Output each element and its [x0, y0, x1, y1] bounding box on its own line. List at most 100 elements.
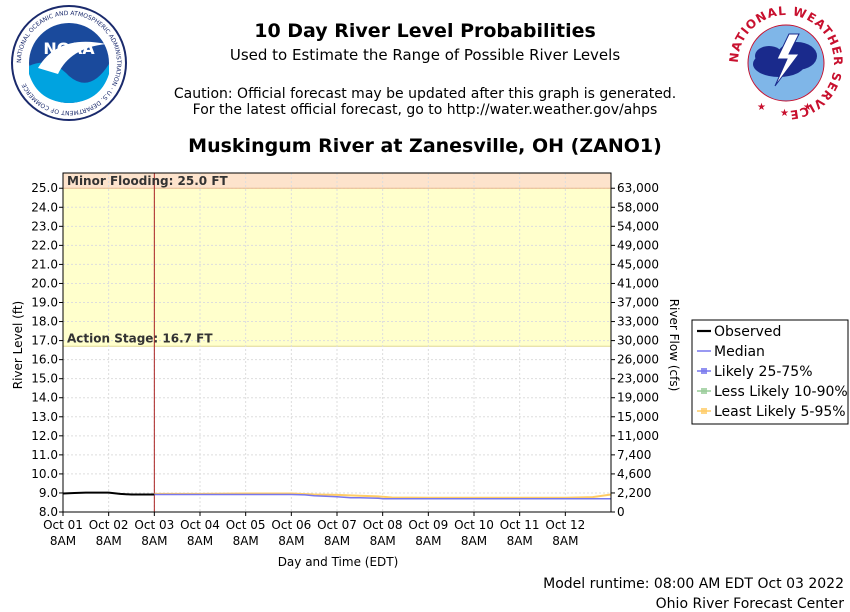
chart-subtitle: Used to Estimate the Range of Possible R… — [229, 46, 621, 64]
x-tick-day-label: Oct 01 — [43, 518, 83, 532]
legend-box — [691, 319, 849, 425]
star-icon: ★ — [757, 102, 766, 113]
y-tick-label: 10.0 — [31, 467, 58, 481]
y-tick-label: 24.0 — [31, 200, 58, 214]
threshold-labels: Minor Flooding: 25.0 FT Action Stage: 16.… — [67, 174, 229, 345]
y-tick-label: 9.0 — [39, 486, 58, 500]
y-tick-label: 19.0 — [31, 296, 58, 310]
y-tick-label: 13.0 — [31, 410, 58, 424]
x-tick-day-label: Oct 08 — [363, 518, 403, 532]
x-tick-time-label: 8AM — [96, 534, 122, 548]
x-tick-day-label: Oct 07 — [317, 518, 357, 532]
x-tick-time-label: 8AM — [507, 534, 533, 548]
grid-lines — [62, 173, 611, 513]
x-tick-time-label: 8AM — [187, 534, 213, 548]
minor-flood-label: Minor Flooding: 25.0 FT — [67, 174, 229, 188]
series-median-line — [154, 493, 611, 500]
x-tick-time-label: 8AM — [141, 534, 167, 548]
legend-label-median: Median — [714, 344, 765, 360]
legend-label-least-likely-5-95: Least Likely 5-95% — [714, 404, 846, 420]
x-tick-day-label: Oct 10 — [454, 518, 494, 532]
y2-tick-label: 54,000 — [617, 219, 659, 233]
y2-tick-label: 45,000 — [617, 257, 659, 271]
series-observed-line — [62, 491, 155, 496]
x-tick-time-label: 8AM — [324, 534, 350, 548]
y2-axis-ticks: 0 2,200 4,600 7,400 11,000 15,000 19,000 23,000… — [611, 181, 659, 519]
x-tick-time-label: 8AM — [461, 534, 487, 548]
y2-tick-label: 30,000 — [617, 334, 659, 348]
y2-axis-label: River Flow (cfs) — [667, 299, 681, 392]
legend: Observed Median Likely 25-75% Less Likely 1… — [691, 319, 849, 425]
x-tick-day-label: Oct 04 — [180, 518, 220, 532]
legend-label-likely-25-75: Likely 25-75% — [714, 364, 813, 380]
y-tick-label: 18.0 — [31, 315, 58, 329]
y2-tick-label: 15,000 — [617, 410, 659, 424]
caution-note: Caution: Official forecast may be update… — [0, 86, 850, 118]
forecast-center: Ohio River Forecast Center — [655, 596, 844, 612]
x-tick-day-label: Oct 09 — [408, 518, 448, 532]
y-tick-label: 11.0 — [31, 448, 58, 462]
y2-tick-label: 33,000 — [617, 315, 659, 329]
minor-flood-band — [63, 173, 611, 189]
star-icon: ★ — [780, 108, 789, 119]
y-tick-label: 23.0 — [31, 219, 58, 233]
y2-tick-label: 11,000 — [617, 429, 659, 443]
x-axis-ticks: Oct 01 8AM Oct 02 8AM Oct 03 8AM Oct 04 8AM Oct … — [43, 512, 585, 548]
y-tick-label: 17.0 — [31, 334, 58, 348]
noaa-logo-text: NOAA — [43, 39, 95, 58]
star-icon: ★ — [803, 102, 812, 113]
model-runtime: Model runtime: 08:00 AM EDT Oct 03 2022 — [543, 576, 844, 592]
legend-marker-less-likely-10-90 — [701, 388, 707, 394]
x-tick-day-label: Oct 03 — [134, 518, 174, 532]
noaa-logo: NOAA NATIONAL OCEANIC AND ATMOSPHERIC AD… — [11, 5, 127, 121]
x-tick-time-label: 8AM — [278, 534, 304, 548]
y2-tick-label: 41,000 — [617, 276, 659, 290]
legend-marker-least-likely-5-95 — [701, 408, 707, 414]
y-tick-label: 22.0 — [31, 238, 58, 252]
y2-tick-label: 4,600 — [617, 467, 651, 481]
x-tick-day-label: Oct 06 — [271, 518, 311, 532]
series-least-likely-5-95-line — [154, 492, 612, 499]
legend-label-less-likely-10-90: Less Likely 10-90% — [714, 384, 848, 400]
nws-logo: NATIONAL WEATHER SERVICE ★ ★ ★ — [727, 4, 844, 122]
y-tick-label: 16.0 — [31, 353, 58, 367]
y2-tick-label: 19,000 — [617, 391, 659, 405]
x-tick-time-label: 8AM — [50, 534, 76, 548]
y-tick-label: 12.0 — [31, 429, 58, 443]
y2-tick-label: 26,000 — [617, 353, 659, 367]
y2-tick-label: 49,000 — [617, 238, 659, 252]
y2-tick-label: 37,000 — [617, 296, 659, 310]
x-tick-day-label: Oct 05 — [226, 518, 266, 532]
x-axis-label: Day and Time (EDT) — [278, 555, 399, 569]
legend-marker-likely-25-75 — [701, 368, 707, 374]
y2-tick-label: 7,400 — [617, 448, 651, 462]
y2-tick-label: 23,000 — [617, 372, 659, 386]
x-tick-day-label: Oct 11 — [500, 518, 540, 532]
y2-tick-label: 2,200 — [617, 486, 651, 500]
y-tick-label: 14.0 — [31, 391, 58, 405]
x-tick-day-label: Oct 12 — [545, 518, 585, 532]
action-stage-label: Action Stage: 16.7 FT — [67, 331, 213, 345]
legend-label-observed: Observed — [714, 324, 781, 340]
x-tick-time-label: 8AM — [415, 534, 441, 548]
y-axis-ticks: 8.0 9.0 10.0 11.0 12.0 13.0 14.0 15.0 16.0 17.0 18… — [31, 181, 63, 519]
series-layer — [62, 491, 612, 500]
y-tick-label: 21.0 — [31, 257, 58, 271]
y-tick-label: 15.0 — [31, 372, 58, 386]
x-tick-time-label: 8AM — [233, 534, 259, 548]
y-axis-label: River Level (ft) — [11, 301, 25, 389]
x-tick-time-label: 8AM — [552, 534, 578, 548]
chart-title: 10 Day River Level Probabilities — [254, 20, 596, 42]
y2-tick-label: 63,000 — [617, 181, 659, 195]
y-tick-label: 20.0 — [31, 276, 58, 290]
y-tick-label: 8.0 — [39, 505, 58, 519]
y2-tick-label: 58,000 — [617, 200, 659, 214]
station-title: Muskingum River at Zanesville, OH (ZANO1… — [188, 135, 662, 157]
y2-tick-label: 0 — [617, 505, 625, 519]
x-tick-day-label: Oct 02 — [89, 518, 129, 532]
x-tick-time-label: 8AM — [370, 534, 396, 548]
y-tick-label: 25.0 — [31, 181, 58, 195]
caution-line-2: For the latest official forecast, go to … — [192, 102, 658, 118]
caution-line-1: Caution: Official forecast may be update… — [173, 86, 677, 102]
